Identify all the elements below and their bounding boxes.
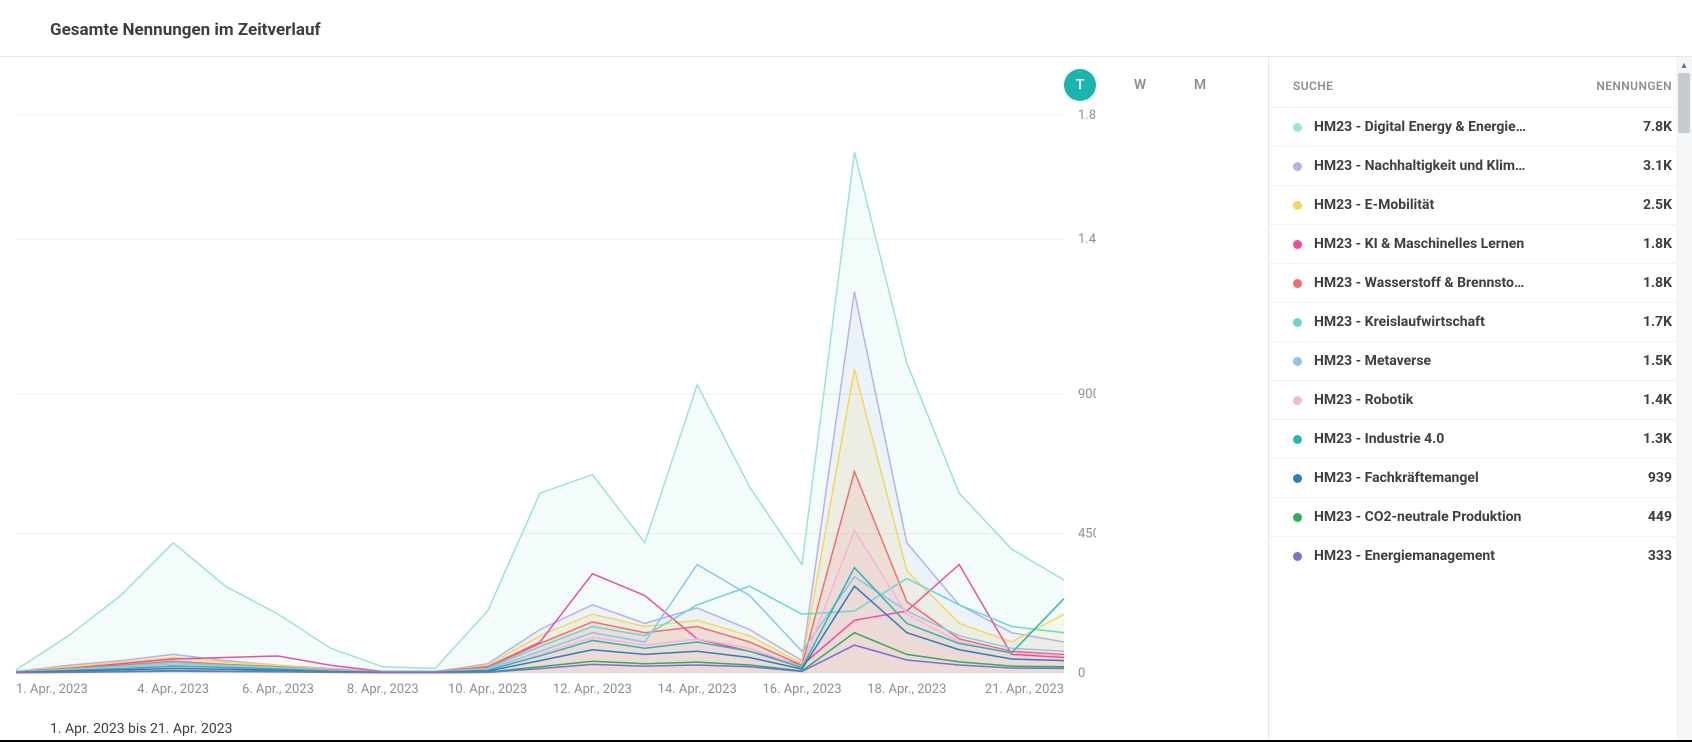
legend-series-name: HM23 - Digital Energy & Energie… xyxy=(1314,119,1526,135)
legend-dot-icon xyxy=(1293,123,1302,132)
svg-text:900: 900 xyxy=(1078,387,1096,402)
legend-panel: SUCHE NENNUNGEN HM23 - Digital Energy & … xyxy=(1268,57,1692,742)
legend-row[interactable]: HM23 - Wasserstoff & Brennsto… 1.8K xyxy=(1269,263,1692,302)
legend-series-name: HM23 - Wasserstoff & Brennsto… xyxy=(1314,275,1524,291)
legend-row[interactable]: HM23 - E-Mobilität 2.5K xyxy=(1269,185,1692,224)
legend-row[interactable]: HM23 - Digital Energy & Energie… 7.8K xyxy=(1269,107,1692,146)
legend-col-nennungen: NENNUNGEN xyxy=(1596,79,1672,93)
legend-dot-icon xyxy=(1293,552,1302,561)
legend-dot-icon xyxy=(1293,396,1302,405)
legend-series-name: HM23 - Nachhaltigkeit und Klim… xyxy=(1314,158,1525,174)
legend-series-name: HM23 - Metaverse xyxy=(1314,353,1431,369)
legend-header: SUCHE NENNUNGEN xyxy=(1269,57,1692,107)
toggle-month[interactable]: M xyxy=(1184,69,1216,101)
legend-dot-icon xyxy=(1293,318,1302,327)
scroll-up-icon[interactable]: ▴ xyxy=(1676,57,1692,73)
chart-header: Gesamte Nennungen im Zeitverlauf xyxy=(0,0,1692,57)
legend-dot-icon xyxy=(1293,201,1302,210)
legend-series-value: 7.8K xyxy=(1643,119,1672,135)
svg-text:16. Apr., 2023: 16. Apr., 2023 xyxy=(762,682,841,697)
legend-series-value: 1.5K xyxy=(1643,353,1672,369)
legend-dot-icon xyxy=(1293,474,1302,483)
scroll-thumb[interactable] xyxy=(1678,73,1690,133)
svg-text:18. Apr., 2023: 18. Apr., 2023 xyxy=(867,682,946,697)
legend-row[interactable]: HM23 - Industrie 4.0 1.3K xyxy=(1269,419,1692,458)
legend-series-value: 333 xyxy=(1648,548,1672,564)
chart-title: Gesamte Nennungen im Zeitverlauf xyxy=(50,20,1692,40)
legend-dot-icon xyxy=(1293,513,1302,522)
legend-row[interactable]: HM23 - Energiemanagement 333 xyxy=(1269,536,1692,575)
legend-row[interactable]: HM23 - Robotik 1.4K xyxy=(1269,380,1692,419)
svg-text:21. Apr., 2023: 21. Apr., 2023 xyxy=(985,682,1064,697)
legend-series-name: HM23 - Industrie 4.0 xyxy=(1314,431,1444,447)
legend-dot-icon xyxy=(1293,435,1302,444)
legend-series-value: 1.7K xyxy=(1643,314,1672,330)
legend-series-name: HM23 - CO2-neutrale Produktion xyxy=(1314,509,1521,525)
legend-series-value: 1.3K xyxy=(1643,431,1672,447)
legend-row[interactable]: HM23 - Fachkräftemangel 939 xyxy=(1269,458,1692,497)
legend-row[interactable]: HM23 - CO2-neutrale Produktion 449 xyxy=(1269,497,1692,536)
legend-series-name: HM23 - Fachkräftemangel xyxy=(1314,470,1479,486)
legend-dot-icon xyxy=(1293,162,1302,171)
svg-text:10. Apr., 2023: 10. Apr., 2023 xyxy=(448,682,527,697)
line-chart: 0 450 900 1.4K 1.8K 1. Apr., 2023 4. Apr., 202… xyxy=(0,67,1096,703)
time-granularity-toggle: T W M xyxy=(1064,69,1216,101)
svg-text:14. Apr., 2023: 14. Apr., 2023 xyxy=(658,682,737,697)
legend-row[interactable]: HM23 - Metaverse 1.5K xyxy=(1269,341,1692,380)
svg-text:1.4K: 1.4K xyxy=(1078,232,1096,247)
svg-text:1. Apr., 2023: 1. Apr., 2023 xyxy=(16,682,88,697)
legend-dot-icon xyxy=(1293,279,1302,288)
legend-series-value: 3.1K xyxy=(1643,158,1672,174)
legend-row[interactable]: HM23 - Kreislaufwirtschaft 1.7K xyxy=(1269,302,1692,341)
toggle-day[interactable]: T xyxy=(1064,69,1096,101)
legend-list: HM23 - Digital Energy & Energie… 7.8K HM… xyxy=(1269,107,1692,575)
scroll-track[interactable] xyxy=(1676,73,1692,739)
legend-series-value: 1.8K xyxy=(1643,275,1672,291)
legend-series-name: HM23 - KI & Maschinelles Lernen xyxy=(1314,236,1524,252)
legend-series-value: 449 xyxy=(1648,509,1672,525)
toggle-week[interactable]: W xyxy=(1124,69,1156,101)
legend-series-name: HM23 - Energiemanagement xyxy=(1314,548,1495,564)
scrollbar[interactable]: ▴ ▾ xyxy=(1676,57,1692,742)
legend-dot-icon xyxy=(1293,240,1302,249)
legend-series-name: HM23 - Kreislaufwirtschaft xyxy=(1314,314,1485,330)
svg-text:450: 450 xyxy=(1078,527,1096,542)
chart-panel: T W M 0 450 900 1.4K 1.8K 1. Apr., 2023 4. Apr… xyxy=(0,57,1268,742)
svg-text:12. Apr., 2023: 12. Apr., 2023 xyxy=(553,682,632,697)
legend-col-suche: SUCHE xyxy=(1293,79,1333,93)
svg-text:0: 0 xyxy=(1078,666,1085,681)
legend-series-value: 1.4K xyxy=(1643,392,1672,408)
legend-series-name: HM23 - E-Mobilität xyxy=(1314,197,1434,213)
svg-text:1.8K: 1.8K xyxy=(1078,108,1096,123)
legend-series-value: 939 xyxy=(1648,470,1672,486)
legend-row[interactable]: HM23 - Nachhaltigkeit und Klim… 3.1K xyxy=(1269,146,1692,185)
legend-series-value: 1.8K xyxy=(1643,236,1672,252)
legend-dot-icon xyxy=(1293,357,1302,366)
svg-text:4. Apr., 2023: 4. Apr., 2023 xyxy=(137,682,209,697)
svg-text:8. Apr., 2023: 8. Apr., 2023 xyxy=(347,682,419,697)
svg-text:6. Apr., 2023: 6. Apr., 2023 xyxy=(242,682,314,697)
legend-series-name: HM23 - Robotik xyxy=(1314,392,1413,408)
date-range-label: 1. Apr. 2023 bis 21. Apr. 2023 xyxy=(0,703,1268,742)
legend-row[interactable]: HM23 - KI & Maschinelles Lernen 1.8K xyxy=(1269,224,1692,263)
legend-series-value: 2.5K xyxy=(1643,197,1672,213)
